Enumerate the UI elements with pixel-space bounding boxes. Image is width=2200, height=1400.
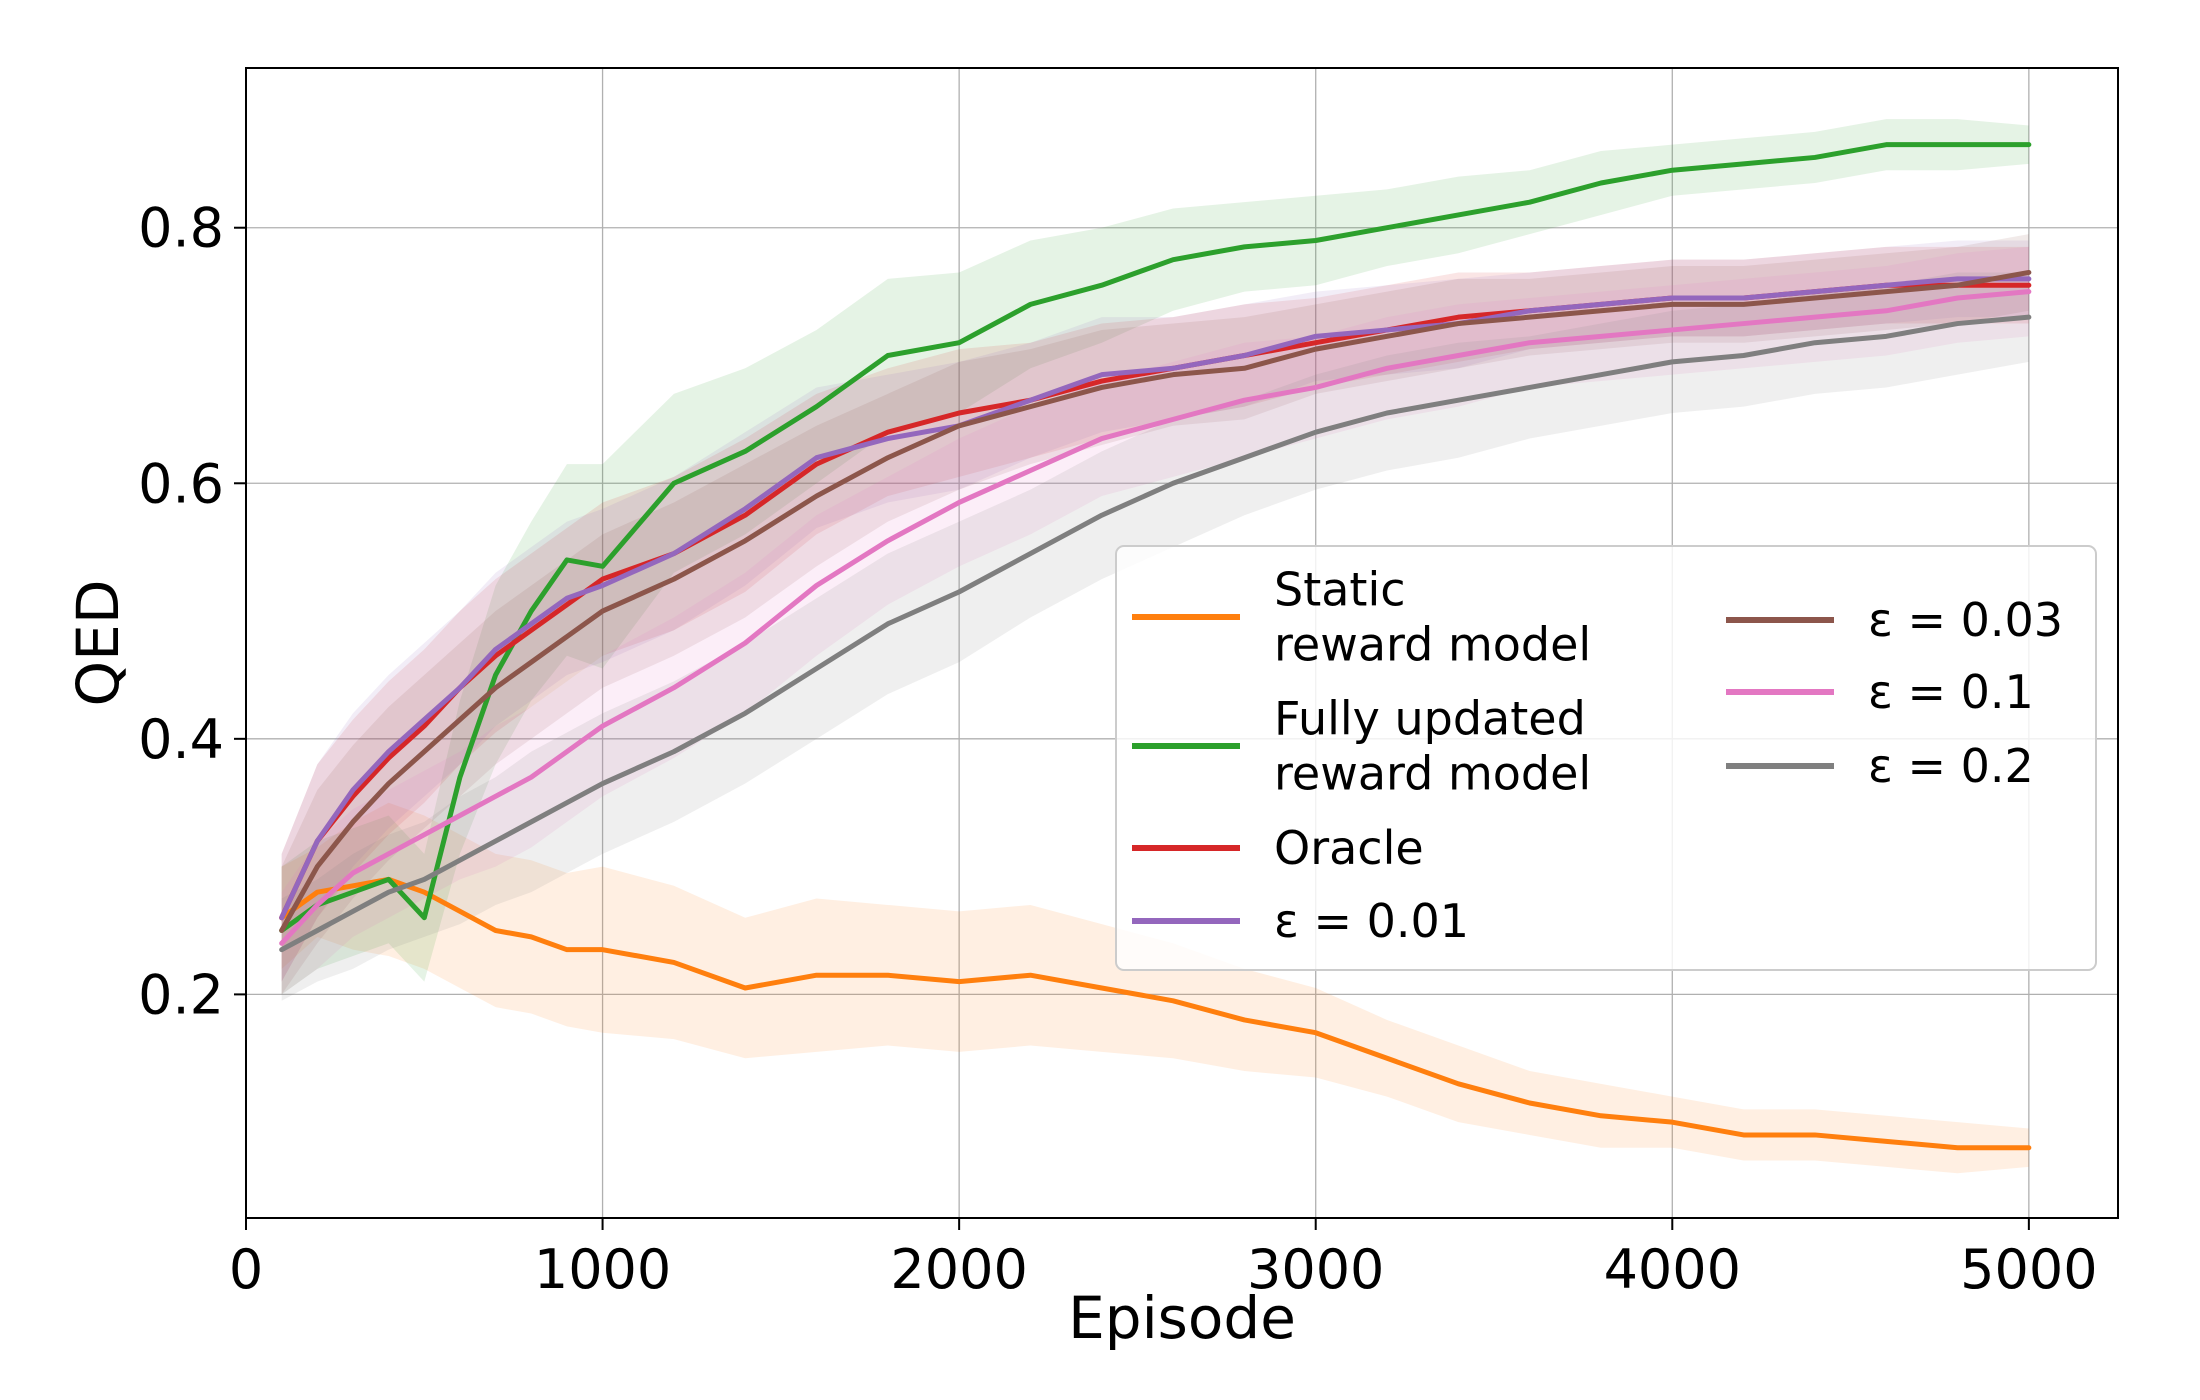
y-tick-label: 0.4 (138, 708, 224, 771)
legend-label: reward model (1274, 618, 1591, 672)
x-tick-label: 0 (229, 1238, 263, 1301)
line-series-5 (279, 269, 2032, 933)
legend-box (1115, 545, 2097, 971)
y-tick-label: 0.2 (138, 963, 224, 1026)
line-series-4 (279, 276, 2032, 921)
legend-label: ε = 0.2 (1868, 739, 2034, 793)
band-series-6 (281, 246, 2029, 995)
series-lines (279, 142, 2032, 1151)
legend-label: ε = 0.01 (1274, 894, 1469, 948)
legend-label: ε = 0.03 (1868, 593, 2063, 647)
band-series-3 (281, 246, 2029, 982)
line-series-6 (279, 289, 2032, 946)
plot-frame (245, 67, 2119, 1219)
line-series-1 (279, 876, 2032, 1151)
x-axis-label: Episode (1068, 1284, 1296, 1352)
line-series-7 (279, 314, 2032, 953)
x-tick-label: 5000 (1960, 1238, 2097, 1301)
band-series-2 (281, 119, 2029, 995)
legend-label: ε = 0.1 (1868, 665, 2034, 719)
band-series-5 (281, 234, 2029, 995)
x-tick-label: 1000 (534, 1238, 671, 1301)
legend-label: Fully updated (1274, 692, 1586, 746)
legend-label: Static (1274, 563, 1406, 617)
band-series-1 (281, 802, 2029, 1174)
y-axis-label: QED (64, 580, 132, 707)
x-tick-label: 3000 (1247, 1238, 1384, 1301)
axis-ticks: 0 1000 2000 3000 4000 5000 0.2 0.4 0.6 0.8 (138, 197, 2097, 1301)
y-tick-label: 0.8 (138, 197, 224, 260)
x-tick-label: 2000 (890, 1238, 1027, 1301)
y-tick-label: 0.6 (138, 452, 224, 515)
legend-label: Oracle (1274, 821, 1424, 875)
legend-label: reward model (1274, 747, 1591, 801)
line-series-2 (279, 142, 2032, 933)
x-tick-label: 4000 (1604, 1238, 1741, 1301)
band-series-7 (281, 272, 2029, 1001)
